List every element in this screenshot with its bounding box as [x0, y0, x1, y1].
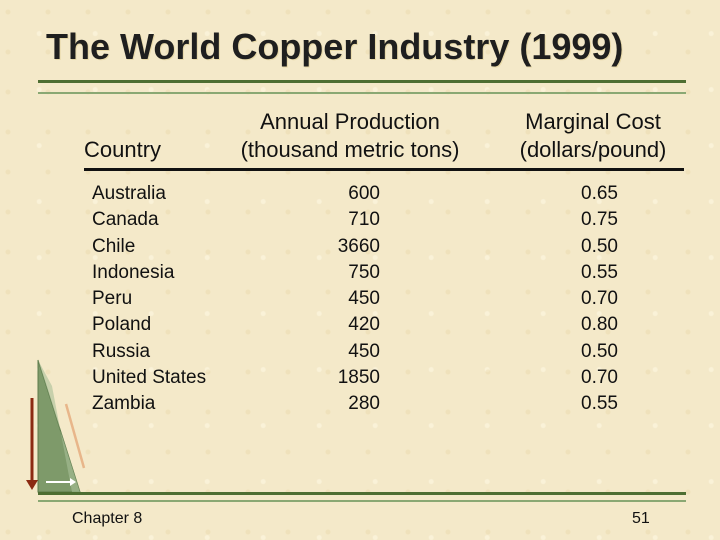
slide-title: The World Copper Industry (1999) — [46, 26, 624, 67]
table-cell-country: Peru — [92, 288, 133, 310]
cost-column: 0.65 0.75 0.50 0.55 0.70 0.80 0.50 0.70 … — [560, 181, 618, 418]
table-cell-production: 450 — [348, 340, 380, 362]
table-cell-country: Australia — [92, 183, 166, 204]
table-cell-production: 450 — [348, 288, 380, 310]
table-cell-production: 3660 — [337, 235, 380, 257]
table-cell-cost: 0.75 — [581, 209, 618, 231]
header-underline — [84, 168, 684, 171]
column-header-production: Annual Production (thousand metric tons) — [216, 108, 484, 164]
table-cell-country: United States — [92, 367, 207, 389]
column-header-production-line1: Annual Production — [260, 109, 440, 134]
table-cell-country: Zambia — [92, 393, 156, 415]
table-cell-cost: 0.70 — [581, 288, 618, 310]
table-cell-cost: 0.70 — [581, 367, 618, 389]
table-cell-production: 420 — [348, 314, 380, 336]
column-header-production-line2: (thousand metric tons) — [240, 137, 460, 162]
table-cell-cost: 0.50 — [581, 235, 618, 257]
chapter-label: Chapter 8 — [72, 510, 143, 527]
table-cell-country: Russia — [92, 340, 151, 362]
table-cell-country: Indonesia — [92, 261, 175, 283]
table-cell-country: Chile — [92, 235, 136, 257]
table-cell-country: Poland — [92, 314, 152, 336]
table-cell-production: 710 — [348, 209, 380, 231]
title-divider — [38, 80, 686, 83]
column-header-country: Country — [84, 137, 162, 162]
footer-divider-thin — [38, 500, 686, 502]
decorative-triangle-icon — [26, 359, 86, 493]
title-divider-thin — [38, 92, 686, 94]
page-number: 51 — [632, 510, 650, 527]
table-cell-production: 1850 — [337, 367, 380, 389]
table-cell-cost: 0.50 — [581, 340, 618, 362]
country-column: Australia Canada Chile Indonesia Peru Po… — [92, 181, 206, 418]
footer-divider — [38, 492, 686, 495]
table-cell-production: 750 — [348, 261, 380, 283]
table-cell-production: 280 — [348, 393, 380, 415]
table-cell-cost: 0.80 — [581, 314, 618, 336]
column-header-cost-line1: Marginal Cost — [525, 109, 661, 134]
table-cell-production: 600 — [348, 183, 380, 204]
column-header-cost: Marginal Cost (dollars/pound) — [500, 108, 686, 164]
table-cell-cost: 0.65 — [581, 183, 618, 204]
table-cell-cost: 0.55 — [581, 261, 618, 283]
column-header-cost-line2: (dollars/pound) — [519, 137, 667, 162]
table-cell-cost: 0.55 — [581, 393, 618, 415]
production-column: 600 710 3660 750 450 420 450 1850 280 — [300, 181, 380, 418]
table-cell-country: Canada — [92, 209, 159, 231]
